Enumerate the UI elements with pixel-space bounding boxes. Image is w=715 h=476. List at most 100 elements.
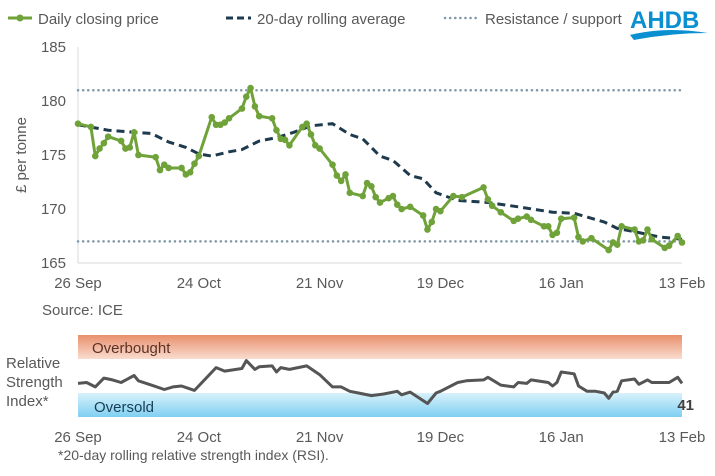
y-tick-label: 175	[41, 147, 66, 164]
legend-marker-price	[16, 14, 24, 22]
price-point	[178, 164, 185, 172]
price-point	[307, 131, 315, 138]
legend-item-price: Daily closing price	[8, 11, 159, 28]
price-point	[644, 226, 651, 233]
ahdb-logo: AHDB	[630, 7, 708, 40]
rsi-axis-title: Relative Strength Index*	[6, 355, 67, 410]
logo-wave-icon	[630, 29, 708, 40]
price-point	[286, 141, 293, 149]
price-point	[104, 133, 112, 140]
price-point	[91, 152, 99, 160]
price-point	[579, 238, 587, 245]
price-point	[316, 145, 323, 152]
price-point	[557, 215, 565, 223]
price-point	[553, 229, 561, 237]
price-point	[480, 184, 487, 191]
rsi-title-line-2: Strength	[6, 374, 63, 391]
y-tick-label: 185	[41, 39, 66, 56]
x-tick-label: 26 Sep	[54, 275, 102, 292]
price-point	[268, 114, 276, 122]
rolling-average-line	[77, 122, 683, 241]
price-point	[247, 84, 254, 92]
x-tick-label: 24 Oct	[177, 275, 222, 292]
price-point	[337, 177, 345, 185]
price-point	[191, 160, 198, 167]
resistance-support-lines	[76, 88, 684, 243]
rsi-footnote: *20-day rolling relative strength index …	[58, 447, 329, 463]
price-point	[342, 171, 349, 178]
rsi-x-tick-label: 13 Feb	[659, 429, 706, 446]
y-tick-label: 165	[41, 255, 66, 272]
rsi-last-value: 41	[677, 397, 694, 414]
rolling-average-series	[77, 122, 683, 241]
price-point	[186, 168, 194, 176]
price-point	[87, 123, 95, 131]
price-point	[398, 205, 405, 213]
rsi-x-tick-label: 19 Dec	[417, 429, 465, 446]
price-point	[242, 93, 250, 100]
price-point	[251, 103, 259, 110]
price-point	[588, 234, 595, 242]
price-point	[406, 203, 414, 211]
price-point	[281, 136, 289, 144]
rsi-x-tick-label: 16 Jan	[539, 429, 584, 446]
price-point	[393, 201, 401, 208]
rsi-series	[77, 359, 684, 405]
price-point	[152, 153, 159, 161]
y-axis-title: £ per tonne	[13, 117, 30, 193]
x-tick-label: 13 Feb	[659, 275, 706, 292]
price-point	[665, 242, 673, 250]
logo-text: AHDB	[630, 7, 699, 34]
rsi-x-tick-label: 24 Oct	[177, 429, 222, 446]
rsi-title-line-3: Index*	[6, 393, 49, 410]
legend: Daily closing price 20-day rolling avera…	[8, 11, 623, 28]
price-point	[372, 193, 379, 201]
price-point	[450, 192, 457, 200]
rsi-x-tick-label: 21 Nov	[296, 429, 344, 446]
x-tick-label: 21 Nov	[296, 275, 344, 292]
price-point	[488, 202, 496, 210]
price-point	[221, 119, 228, 126]
price-point	[195, 152, 203, 160]
price-point	[605, 246, 612, 254]
price-point	[458, 193, 466, 201]
x-tick-label: 19 Dec	[417, 275, 465, 292]
legend-item-levels: Resistance / support	[443, 11, 623, 28]
price-point	[544, 222, 552, 230]
price-point	[376, 199, 384, 206]
price-point	[126, 144, 134, 151]
legend-item-average: 20-day rolling average	[226, 11, 405, 28]
x-tick-labels: 26 Sep 24 Oct 21 Nov 19 Dec 16 Jan 13 Feb	[54, 275, 705, 292]
oversold-label: Oversold	[94, 399, 154, 416]
price-point	[359, 192, 367, 200]
daily-price-series	[74, 84, 686, 254]
price-point	[428, 218, 436, 226]
price-point	[368, 183, 375, 190]
price-point	[117, 137, 125, 145]
price-point	[255, 112, 263, 120]
legend-label-price: Daily closing price	[38, 11, 159, 28]
price-point	[96, 145, 103, 152]
price-point	[639, 237, 647, 244]
overbought-band	[78, 335, 682, 359]
price-point	[208, 113, 216, 121]
price-point	[130, 129, 138, 136]
price-point	[346, 189, 354, 197]
price-point	[238, 105, 246, 112]
y-tick-label: 180	[41, 93, 66, 110]
x-tick-label: 16 Jan	[539, 275, 584, 292]
price-point	[618, 222, 625, 230]
price-point	[613, 241, 621, 248]
legend-label-average: 20-day rolling average	[257, 11, 405, 28]
price-point	[437, 207, 444, 215]
rsi-x-tick-label: 26 Sep	[54, 429, 102, 446]
price-point	[484, 195, 492, 203]
y-tick-labels: 165 170 175 180 185	[41, 39, 66, 272]
price-point	[631, 226, 638, 233]
price-point	[165, 164, 172, 172]
price-point	[575, 233, 582, 241]
rsi-panel: Overbought Oversold Relative Strength In…	[6, 335, 705, 463]
price-point	[329, 161, 336, 169]
price-point	[678, 239, 686, 246]
rsi-title-line-1: Relative	[6, 355, 60, 372]
